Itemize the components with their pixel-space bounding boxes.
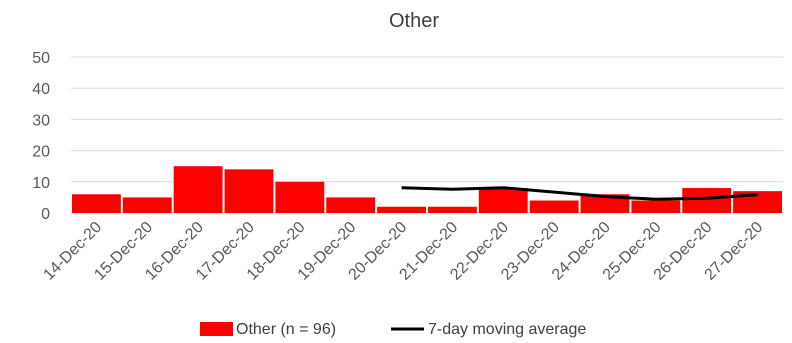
y-tick-label: 30 xyxy=(32,112,50,129)
legend-line-label: 7-day moving average xyxy=(428,321,586,338)
chart-title: Other xyxy=(389,10,439,32)
x-axis-ticks: 14-Dec-2015-Dec-2016-Dec-2017-Dec-2018-D… xyxy=(40,219,766,284)
y-tick-label: 40 xyxy=(32,81,50,98)
bars xyxy=(72,166,782,213)
bar xyxy=(580,194,630,213)
bar xyxy=(275,181,325,213)
legend-bar-swatch xyxy=(200,322,233,336)
bar xyxy=(72,194,121,213)
bar xyxy=(428,206,477,213)
bar xyxy=(122,197,172,213)
legend-bar-label: Other (n = 96) xyxy=(236,321,336,338)
bar xyxy=(326,197,376,213)
y-tick-label: 50 xyxy=(32,50,50,67)
legend: Other (n = 96) 7-day moving average xyxy=(200,321,586,338)
bar xyxy=(173,166,223,213)
y-tick-label: 20 xyxy=(32,144,50,161)
y-tick-label: 10 xyxy=(32,175,50,192)
moving-average-line-group xyxy=(401,186,758,201)
bar xyxy=(682,188,732,213)
bar xyxy=(529,200,579,213)
bar xyxy=(478,188,528,213)
moving-average-line xyxy=(401,186,758,201)
y-tick-label: 0 xyxy=(41,206,50,223)
y-axis-ticks: 0 10 20 30 40 50 xyxy=(32,50,50,223)
bar xyxy=(631,200,681,213)
bar xyxy=(224,169,274,213)
bar xyxy=(377,206,426,213)
